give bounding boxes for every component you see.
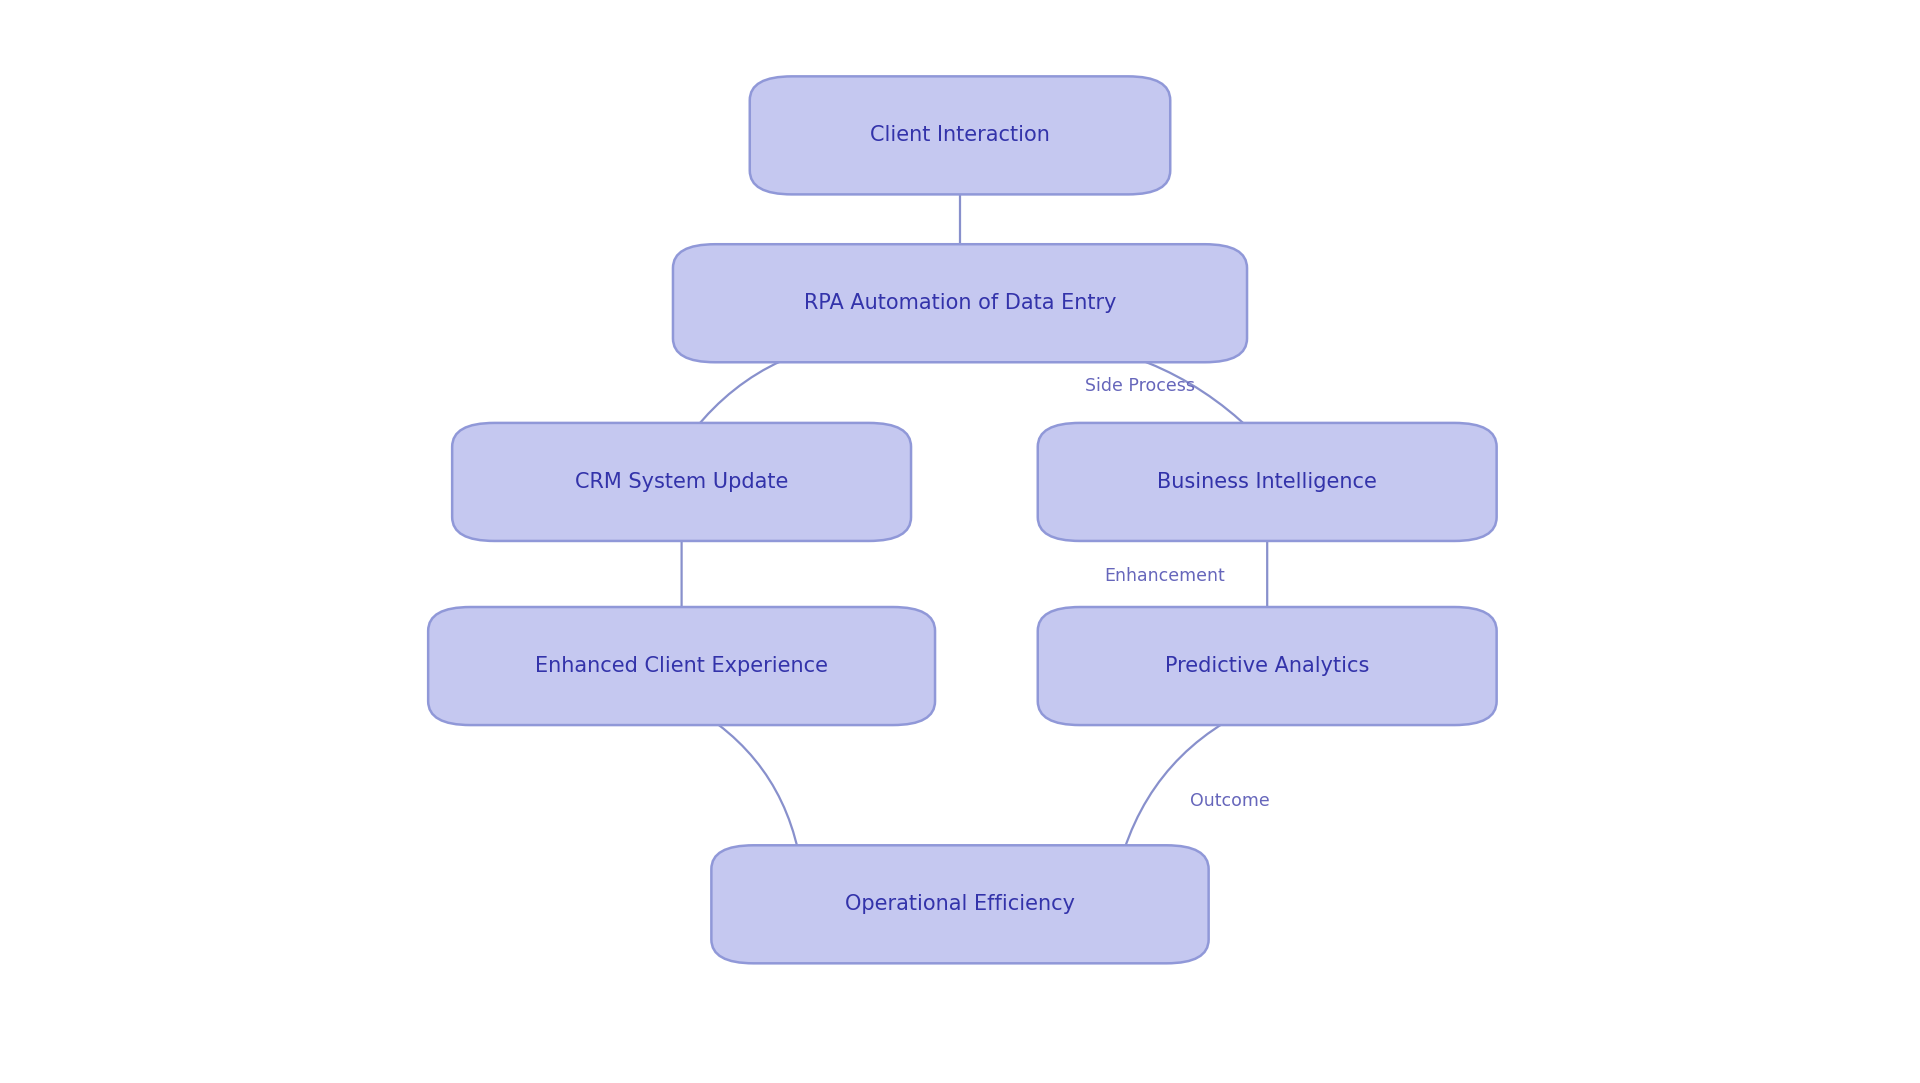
Text: Business Intelligence: Business Intelligence [1158,472,1377,492]
Text: Enhanced Client Experience: Enhanced Client Experience [536,656,828,676]
Text: Outcome: Outcome [1190,792,1271,810]
Text: Enhancement: Enhancement [1104,567,1225,585]
Text: Operational Efficiency: Operational Efficiency [845,895,1075,914]
Text: Side Process: Side Process [1085,377,1194,394]
FancyBboxPatch shape [749,76,1169,195]
FancyBboxPatch shape [428,606,935,726]
Text: Client Interaction: Client Interaction [870,126,1050,145]
Text: Predictive Analytics: Predictive Analytics [1165,656,1369,676]
FancyBboxPatch shape [710,845,1210,964]
FancyBboxPatch shape [1037,422,1498,540]
Text: CRM System Update: CRM System Update [574,472,789,492]
Text: RPA Automation of Data Entry: RPA Automation of Data Entry [804,293,1116,313]
FancyBboxPatch shape [1037,606,1498,726]
FancyBboxPatch shape [672,245,1248,362]
FancyBboxPatch shape [451,422,910,540]
